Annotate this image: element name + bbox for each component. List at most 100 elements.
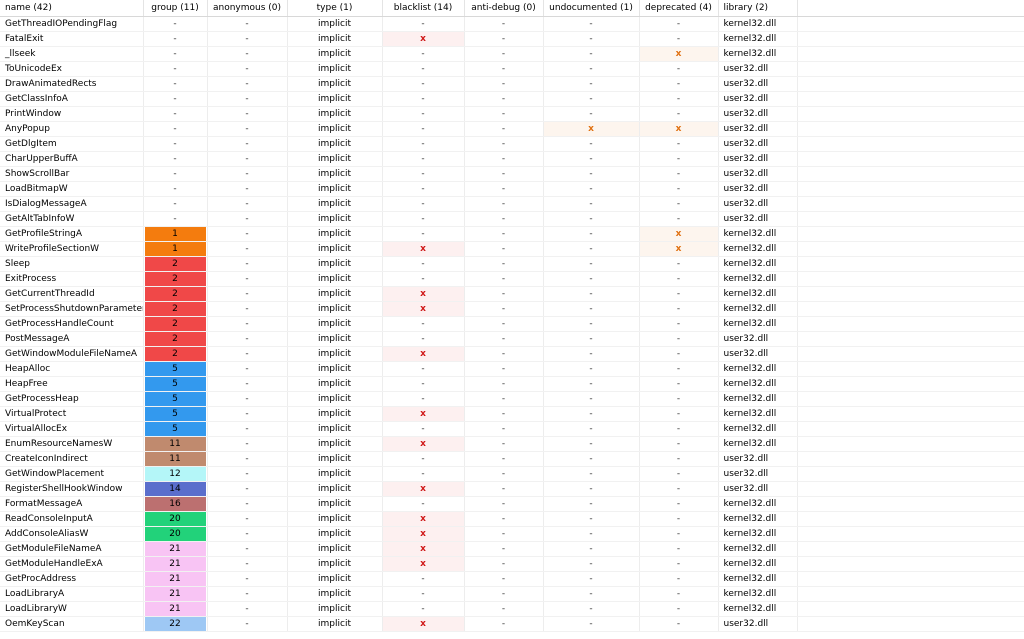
table-row[interactable]: GetCurrentThreadId 2- implicit x - - - kernel32… [0,286,1024,302]
table-row[interactable]: SetProcessShutdownParameters 2- implicit x -… [0,301,1024,317]
column-header-anonymous[interactable]: anonymous (0) [207,0,288,17]
table-row[interactable]: PostMessageA 2- implicit - - - - user32.dll [0,331,1024,347]
function-name-cell: GetProfileStringA [0,226,144,242]
table-row[interactable]: VirtualAllocEx 5- implicit - - - - kernel32.dll [0,421,1024,437]
table-row[interactable]: VirtualProtect 5- implicit x - - - kernel32.dll [0,406,1024,422]
table-row[interactable]: ExitProcess 2- implicit - - - - kernel32.dll [0,271,1024,287]
table-row[interactable]: GetProfileStringA 1- implicit - - - x kernel32.… [0,226,1024,242]
column-header-deprecated[interactable]: deprecated (4) [639,0,719,17]
column-header-anti-debug[interactable]: anti-debug (0) [464,0,544,17]
table-row[interactable]: AnyPopup - - implicit - - x x user32.dll [0,121,1024,137]
group-badge: 21 [144,572,206,586]
anti-debug-cell: - [464,226,544,242]
table-row[interactable]: GetProcessHeap 5- implicit - - - - kernel32.dll [0,391,1024,407]
table-row[interactable]: ToUnicodeEx - - implicit - - - - user32.dll [0,61,1024,77]
table-row[interactable]: GetWindowModuleFileNameA 2- implicit x - - - us… [0,346,1024,362]
blacklist-cell: - [382,121,465,137]
group-cell: 5 [143,406,208,422]
table-row[interactable]: GetDlgItem - - implicit - - - - user32.dll [0,136,1024,152]
anonymous-cell: - [207,481,288,497]
deprecated-cell: x [639,241,719,257]
table-row[interactable]: LoadLibraryW 21- implicit - - - - kernel32.dll [0,601,1024,617]
table-row[interactable]: GetAltTabInfoW - - implicit - - - - user32.dll [0,211,1024,227]
table-row[interactable]: ReadConsoleInputA 20- implicit x - - - kernel32… [0,511,1024,527]
undocumented-cell: - [543,616,640,632]
deprecated-cell: x [639,121,719,137]
table-row[interactable]: EnumResourceNamesW 11- implicit x - - - kernel3… [0,436,1024,452]
table-row[interactable]: FatalExit - - implicit x - - - kernel32.dll [0,31,1024,47]
library-cell: user32.dll [718,76,798,92]
anonymous-cell: - [207,346,288,362]
table-row[interactable]: CreateIconIndirect 11- implicit - - - - user32.… [0,451,1024,467]
table-row[interactable]: GetProcessHandleCount 2- implicit - - - - kerne… [0,316,1024,332]
table-row[interactable]: GetModuleFileNameA 21- implicit x - - - kernel3… [0,541,1024,557]
table-row[interactable]: HeapAlloc 5- implicit - - - - kernel32.dll [0,361,1024,377]
column-header-filler [797,0,1024,17]
anonymous-cell: - [207,76,288,92]
table-row[interactable]: PrintWindow - - implicit - - - - user32.dll [0,106,1024,122]
group-cell: 16 [143,496,208,512]
library-cell: user32.dll [718,166,798,182]
table-row[interactable]: GetWindowPlacement 12- implicit - - - - user32.… [0,466,1024,482]
table-row[interactable]: WriteProfileSectionW 1- implicit x - - x kernel… [0,241,1024,257]
table-row[interactable]: HeapFree 5- implicit - - - - kernel32.dll [0,376,1024,392]
filler-cell [797,451,1024,467]
group-badge: 2 [144,272,206,286]
table-row[interactable]: IsDialogMessageA - - implicit - - - - user32.dll [0,196,1024,212]
library-cell: kernel32.dll [718,226,798,242]
table-row[interactable]: GetThreadIOPendingFlag - - implicit - - - - kern… [0,16,1024,32]
table-row[interactable]: CharUpperBuffA - - implicit - - - - user32.dll [0,151,1024,167]
table-row[interactable]: _llseek - - implicit - - - x kernel32.dll [0,46,1024,62]
table-row[interactable]: OemKeyScan 22- implicit x - - - user32.dll [0,616,1024,632]
type-cell: implicit [287,541,383,557]
table-row[interactable]: LoadLibraryA 21- implicit - - - - kernel32.dll [0,586,1024,602]
blacklist-cell: - [382,271,465,287]
column-header-blacklist[interactable]: blacklist (14) [382,0,465,17]
undocumented-cell: - [543,421,640,437]
type-cell: implicit [287,601,383,617]
function-name-cell: PrintWindow [0,106,144,122]
undocumented-cell: - [543,316,640,332]
flag-mark-icon: x [420,304,426,314]
anti-debug-cell: - [464,331,544,347]
table-row[interactable]: Sleep 2- implicit - - - - kernel32.dll [0,256,1024,272]
anti-debug-cell: - [464,601,544,617]
blacklist-cell: x [382,541,465,557]
filler-cell [797,61,1024,77]
undocumented-cell: - [543,181,640,197]
function-name-cell: AddConsoleAliasW [0,526,144,542]
group-badge: 2 [144,347,206,361]
table-row[interactable]: GetProcAddress 21- implicit - - - - kernel32.dl… [0,571,1024,587]
type-cell: implicit [287,496,383,512]
group-cell: 22 [143,616,208,632]
deprecated-cell: - [639,571,719,587]
table-row[interactable]: AddConsoleAliasW 20- implicit x - - - kernel32.… [0,526,1024,542]
column-header-group[interactable]: group (11) [143,0,208,17]
column-header-undocumented[interactable]: undocumented (1) [543,0,640,17]
function-name-cell: GetProcessHeap [0,391,144,407]
deprecated-cell: - [639,271,719,287]
group-cell: 20 [143,511,208,527]
type-cell: implicit [287,421,383,437]
column-header-type[interactable]: type (1) [287,0,383,17]
table-row[interactable]: GetModuleHandleExA 21- implicit x - - - kernel3… [0,556,1024,572]
blacklist-cell: - [382,76,465,92]
table-row[interactable]: GetClassInfoA - - implicit - - - - user32.dll [0,91,1024,107]
anti-debug-cell: - [464,346,544,362]
group-cell: 1 [143,226,208,242]
library-cell: user32.dll [718,616,798,632]
table-row[interactable]: RegisterShellHookWindow 14- implicit x - - - us… [0,481,1024,497]
library-cell: kernel32.dll [718,526,798,542]
table-row[interactable]: LoadBitmapW - - implicit - - - - user32.dll [0,181,1024,197]
group-badge: 21 [144,602,206,616]
filler-cell [797,601,1024,617]
filler-cell [797,496,1024,512]
function-name-cell: LoadBitmapW [0,181,144,197]
anonymous-cell: - [207,106,288,122]
table-row[interactable]: FormatMessageA 16- implicit - - - - kernel32.dl… [0,496,1024,512]
column-header-library[interactable]: library (2) [718,0,798,17]
table-row[interactable]: ShowScrollBar - - implicit - - - - user32.dll [0,166,1024,182]
column-header-name[interactable]: name (42) [0,0,144,17]
table-row[interactable]: DrawAnimatedRects - - implicit - - - - user32.dl… [0,76,1024,92]
filler-cell [797,571,1024,587]
